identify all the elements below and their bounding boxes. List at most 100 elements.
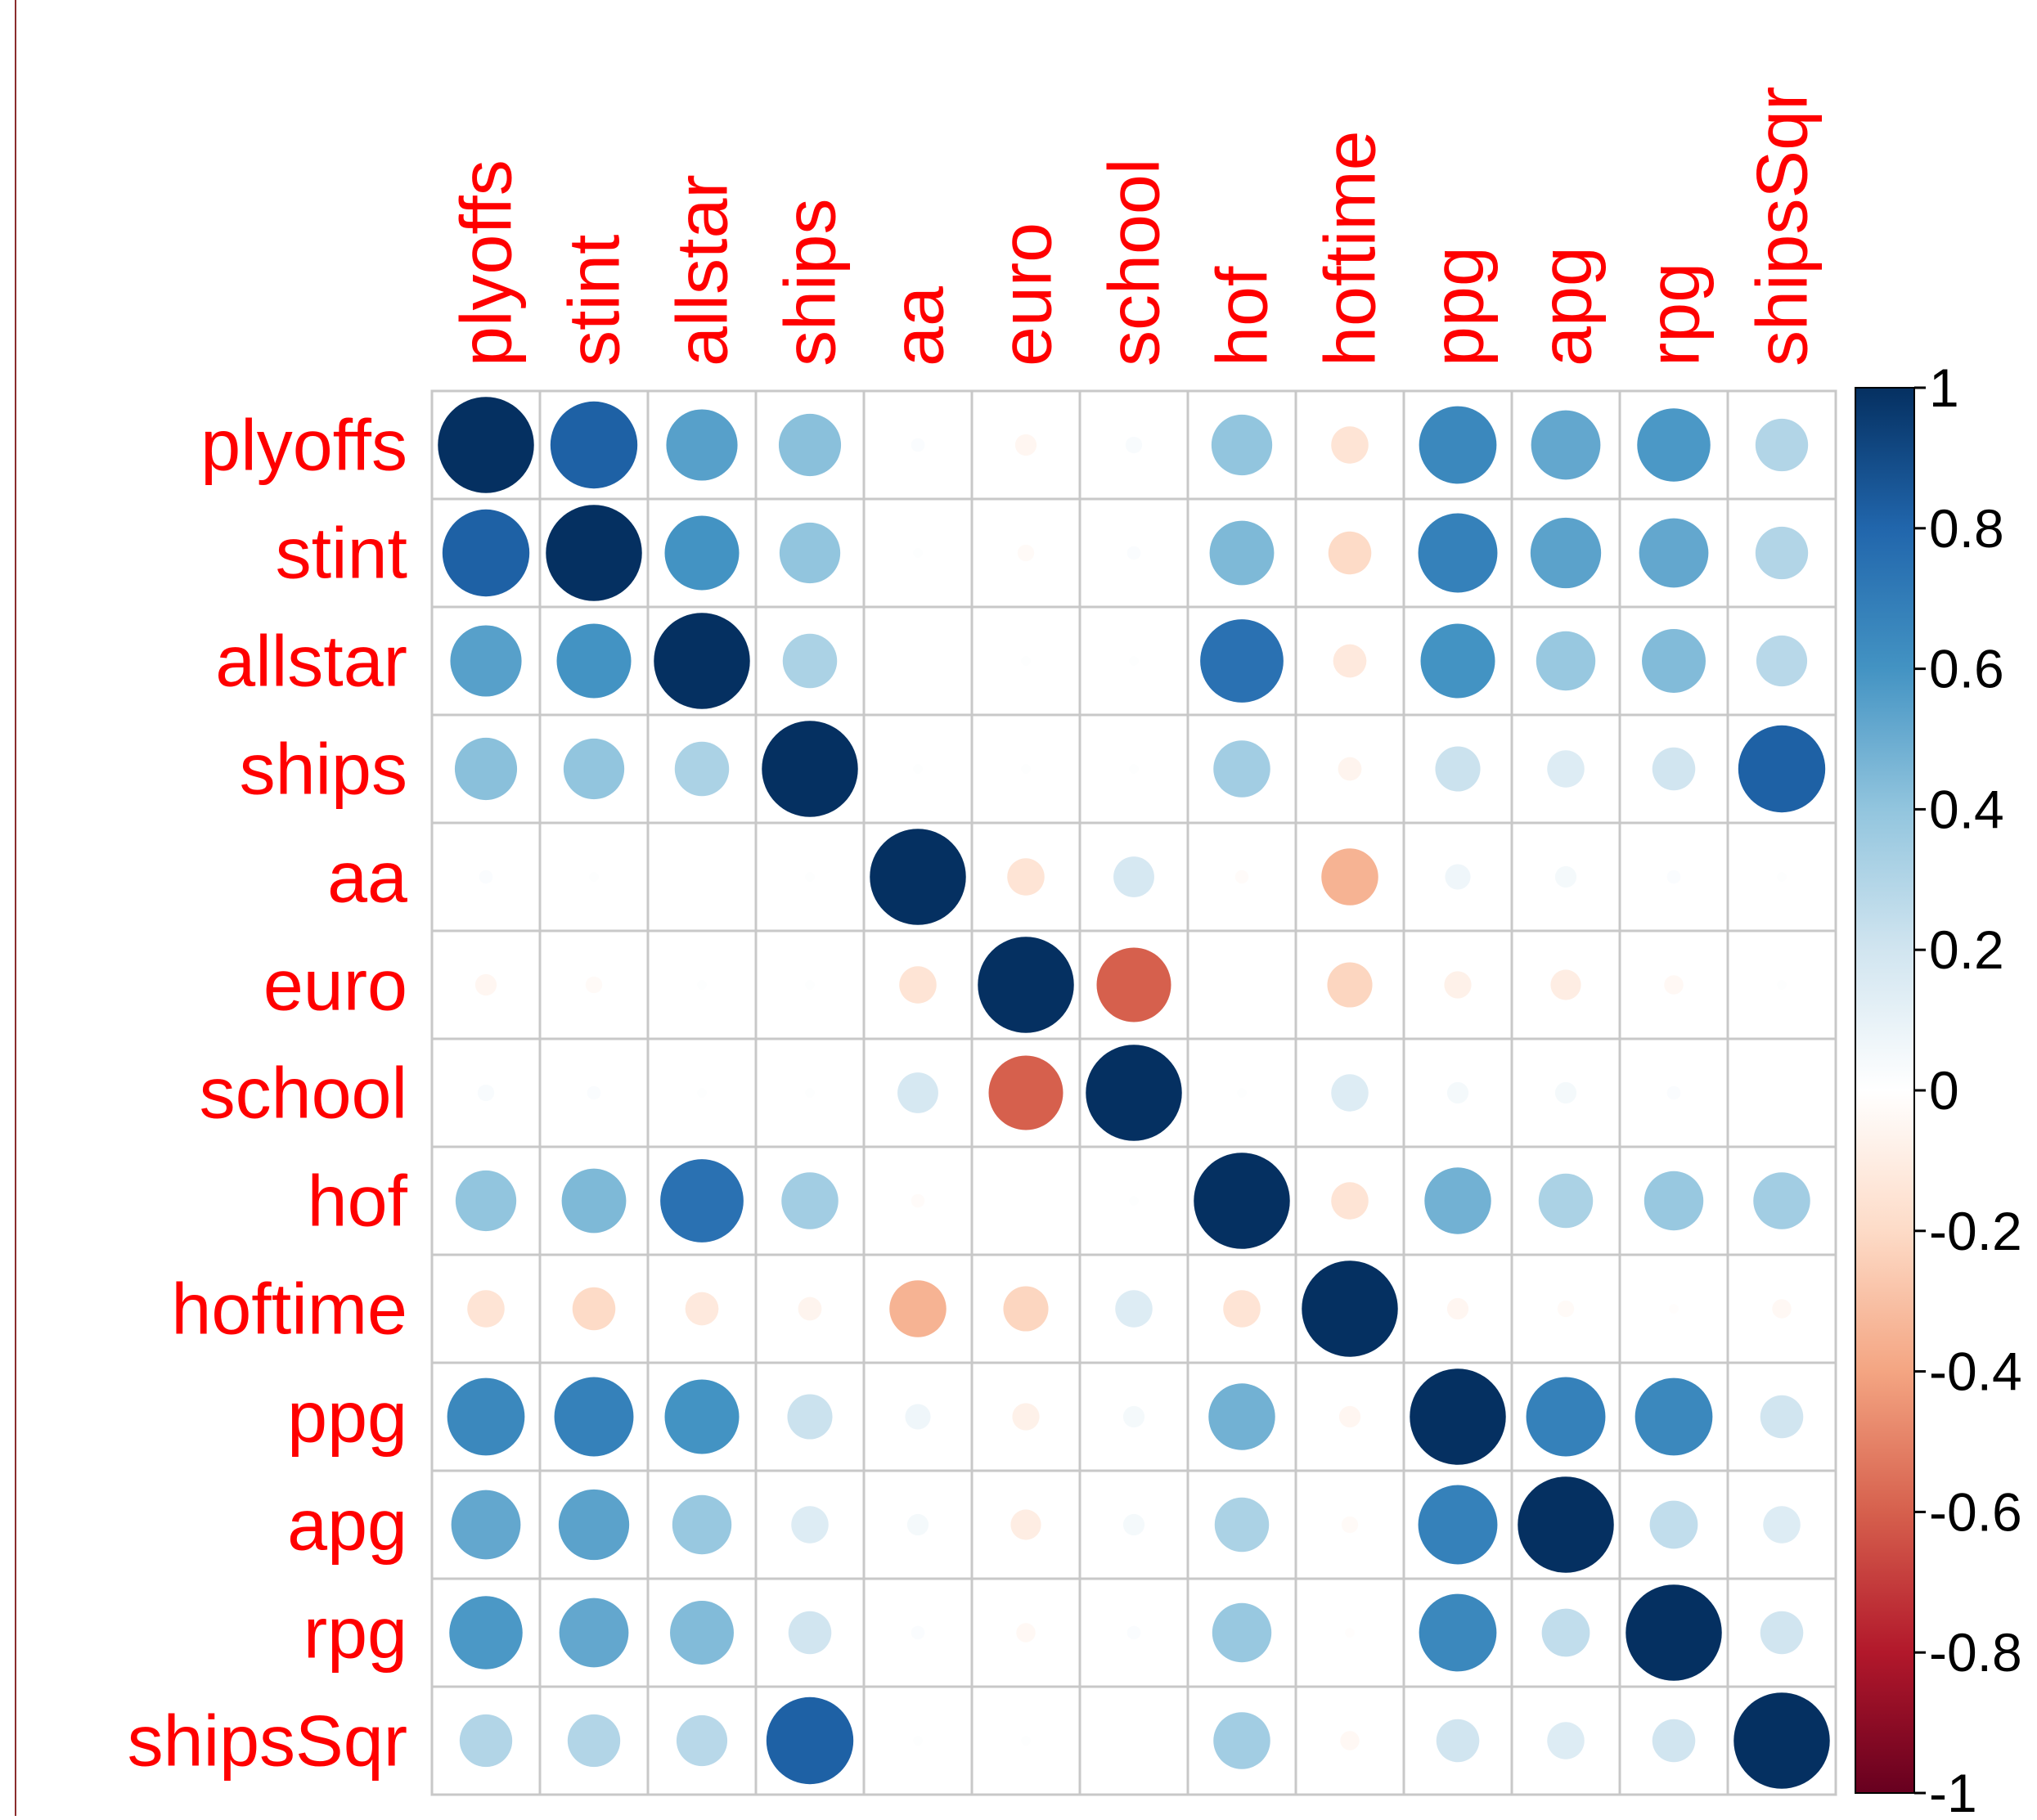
corr-circle-shipsSqr-aa xyxy=(913,1736,923,1746)
corr-circle-euro-euro xyxy=(978,937,1074,1033)
corr-circle-stint-hof xyxy=(1209,520,1275,586)
corr-circle-euro-shipsSqr xyxy=(1777,980,1787,990)
corr-circle-apg-ships xyxy=(791,1506,829,1544)
corr-circle-stint-apg xyxy=(1530,517,1602,589)
corr-circle-apg-shipsSqr xyxy=(1763,1506,1801,1544)
corr-circle-euro-ppg xyxy=(1444,971,1472,999)
corr-circle-hof-school xyxy=(1129,1196,1139,1206)
corr-circle-ppg-apg xyxy=(1526,1377,1606,1457)
corr-circle-aa-school xyxy=(1113,856,1154,897)
corr-circle-ships-ships xyxy=(762,721,858,817)
corr-circle-plyoffs-aa xyxy=(911,438,925,452)
corr-circle-plyoffs-plyoffs xyxy=(438,397,534,493)
colorbar-tick-label: -0.8 xyxy=(1929,1622,2022,1683)
colorbar-gradient xyxy=(1855,387,1915,1794)
corr-circle-hoftime-rpg xyxy=(1669,1304,1679,1314)
column-label-hof: hof xyxy=(1202,266,1283,366)
corr-circle-school-ppg xyxy=(1446,1081,1469,1104)
corr-circle-ppg-stint xyxy=(554,1377,634,1457)
corr-circle-apg-hof xyxy=(1214,1497,1270,1553)
corr-circle-hof-ppg xyxy=(1424,1167,1491,1234)
corr-circle-ships-ppg xyxy=(1435,746,1481,792)
corr-circle-ppg-hoftime xyxy=(1338,1405,1361,1428)
corr-circle-school-plyoffs xyxy=(477,1084,495,1102)
corr-circle-euro-rpg xyxy=(1664,975,1684,995)
corr-circle-ships-plyoffs xyxy=(454,737,518,801)
corr-circle-apg-plyoffs xyxy=(451,1490,521,1560)
corr-circle-aa-plyoffs xyxy=(479,870,493,884)
corr-circle-apg-aa xyxy=(906,1513,929,1536)
corr-circle-stint-stint xyxy=(546,505,642,601)
corr-circle-school-allstar xyxy=(697,1088,707,1098)
corr-circle-euro-aa xyxy=(899,966,937,1004)
column-label-stint: stint xyxy=(554,235,635,366)
corr-circle-plyoffs-ships xyxy=(778,413,842,477)
corr-circle-ships-shipsSqr xyxy=(1738,725,1826,813)
row-label-stint: stint xyxy=(276,513,407,594)
column-label-euro: euro xyxy=(986,222,1067,366)
colorbar: 1 0.8 0.6 0.4 0.2 0 -0.2 -0.4 -0.6 -0.8 -1 xyxy=(1855,357,2022,1820)
corr-circle-shipsSqr-ppg xyxy=(1436,1719,1480,1763)
corr-circle-stint-hoftime xyxy=(1328,531,1372,575)
row-label-hof: hof xyxy=(308,1161,408,1242)
corr-circle-rpg-plyoffs xyxy=(449,1596,523,1669)
corr-circle-shipsSqr-stint xyxy=(567,1714,621,1768)
corr-circle-hof-hoftime xyxy=(1331,1182,1369,1220)
row-label-ppg: ppg xyxy=(287,1377,407,1458)
column-label-plyoffs: plyoffs xyxy=(446,160,527,366)
corr-circle-plyoffs-allstar xyxy=(666,409,738,481)
column-label-rpg: rpg xyxy=(1634,263,1715,366)
corr-circle-stint-ships xyxy=(779,522,841,584)
corr-circle-ppg-ships xyxy=(787,1394,833,1440)
corr-circle-stint-allstar xyxy=(664,515,740,591)
corr-circle-allstar-apg xyxy=(1536,631,1596,691)
corr-circle-shipsSqr-shipsSqr xyxy=(1733,1692,1830,1789)
corr-circle-stint-plyoffs xyxy=(442,509,530,597)
corr-circle-hoftime-stint xyxy=(572,1287,616,1331)
row-label-school: school xyxy=(200,1053,407,1134)
corr-circle-aa-hof xyxy=(1234,870,1249,884)
corr-circle-ppg-ppg xyxy=(1410,1368,1506,1465)
corr-circle-stint-school xyxy=(1126,546,1141,560)
corr-circle-aa-ppg xyxy=(1445,864,1471,890)
corr-circle-stint-ppg xyxy=(1418,513,1498,593)
corr-circle-stint-shipsSqr xyxy=(1755,526,1809,580)
corr-circle-plyoffs-stint xyxy=(550,401,638,489)
corr-circle-aa-shipsSqr xyxy=(1777,872,1787,882)
row-label-allstar: allstar xyxy=(215,621,407,702)
row-label-rpg: rpg xyxy=(304,1593,407,1674)
corr-circle-ppg-shipsSqr xyxy=(1760,1395,1804,1439)
row-label-shipsSqr: shipsSqr xyxy=(128,1701,407,1782)
corr-circle-ppg-aa xyxy=(905,1404,931,1430)
corr-circle-stint-aa xyxy=(913,548,923,558)
corr-circle-hoftime-apg xyxy=(1557,1300,1575,1318)
colorbar-tick-label: 0.4 xyxy=(1929,779,2004,839)
corr-circle-ships-allstar xyxy=(674,741,730,797)
corr-circle-hoftime-aa xyxy=(889,1280,947,1337)
corr-circle-rpg-ppg xyxy=(1419,1593,1497,1672)
corr-circle-school-euro xyxy=(988,1055,1063,1130)
corr-circle-plyoffs-apg xyxy=(1531,410,1601,480)
column-label-apg: apg xyxy=(1526,246,1607,366)
corr-circle-hoftime-allstar xyxy=(685,1292,719,1326)
corr-circle-aa-hoftime xyxy=(1321,848,1378,906)
corr-circle-shipsSqr-ships xyxy=(766,1696,854,1785)
corr-circle-allstar-ppg xyxy=(1420,623,1495,699)
row-label-ships: ships xyxy=(240,729,407,810)
circle-layer xyxy=(438,397,1830,1789)
corr-circle-rpg-school xyxy=(1126,1625,1141,1640)
corr-circle-allstar-stint xyxy=(556,623,632,699)
corr-circle-euro-school xyxy=(1096,947,1171,1022)
corr-circle-shipsSqr-euro xyxy=(1021,1736,1031,1746)
corr-circle-hoftime-plyoffs xyxy=(467,1290,505,1328)
corr-circle-hof-hof xyxy=(1194,1153,1290,1249)
colorbar-tick-label: 0.2 xyxy=(1929,919,2004,980)
corr-circle-ppg-euro xyxy=(1012,1403,1040,1431)
row-label-aa: aa xyxy=(327,837,407,918)
row-label-apg: apg xyxy=(287,1485,407,1566)
corr-circle-stint-euro xyxy=(1017,544,1035,562)
corr-circle-ppg-allstar xyxy=(664,1379,740,1454)
corr-circle-allstar-ships xyxy=(782,633,838,689)
corr-circle-apg-rpg xyxy=(1649,1500,1698,1549)
